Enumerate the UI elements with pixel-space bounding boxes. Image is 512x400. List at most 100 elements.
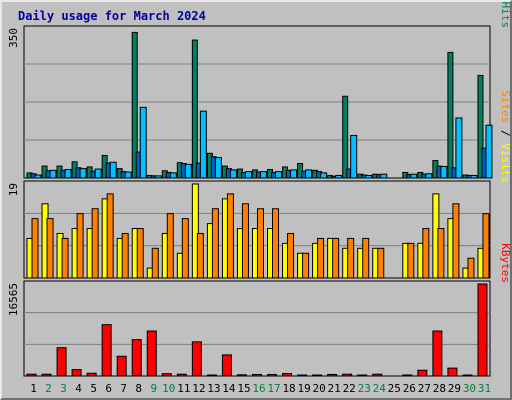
bar-pages-day-21	[335, 174, 343, 179]
bar-kbytes-day-31	[477, 283, 488, 377]
bar-kbytes-day-16	[251, 373, 262, 377]
bar-sites-day-24	[377, 247, 385, 279]
bar-sites-day-1	[31, 218, 39, 279]
bar-hits-day-12	[191, 39, 198, 179]
bar-pages-day-26	[410, 173, 418, 179]
bar-pages-day-23	[365, 174, 373, 179]
x-axis-labels: 1 2 3 4 5 6 7 8 9 10 11 12 13 14 15 16 17 18 19 20 21 22 23 24 2…	[30, 382, 491, 395]
panel-kbytes: 16565 KBytes	[7, 243, 512, 377]
bar-kbytes-day-24	[372, 373, 383, 377]
bar-kbytes-day-7	[116, 355, 127, 377]
x-tick-label: 16	[252, 382, 265, 395]
bar-pages-day-31	[485, 124, 493, 179]
legend-separator: /	[499, 0, 512, 2]
x-tick-label: 17	[267, 382, 280, 395]
bar-kbytes-day-14	[221, 354, 232, 377]
legend: Pages / Files / Hits	[499, 0, 512, 28]
x-tick-label: 13	[207, 382, 220, 395]
x-tick-label: 25	[388, 382, 401, 395]
bar-visits-day-12	[191, 183, 199, 279]
bar-pages-day-18	[290, 169, 298, 179]
x-tick-label: 5	[90, 382, 97, 395]
bar-sites-day-31	[482, 213, 490, 279]
bar-kbytes-day-29	[447, 367, 458, 377]
x-tick-label: 15	[237, 382, 250, 395]
legend: KBytes	[499, 243, 512, 283]
x-tick-label: 18	[282, 382, 295, 395]
x-tick-label: 4	[75, 382, 82, 395]
bar-sites-day-3	[61, 237, 69, 279]
bar-pages-day-5	[94, 168, 102, 179]
bar-hits-day-22	[342, 95, 349, 179]
chart-title: Daily usage for March 2024	[18, 9, 206, 23]
bar-kbytes-day-26	[402, 374, 413, 377]
legend-entry-sites: Sites	[499, 90, 512, 123]
bar-pages-day-20	[320, 172, 328, 179]
bar-kbytes-day-9	[146, 330, 157, 377]
legend-separator: /	[499, 123, 512, 143]
bar-pages-day-22	[350, 134, 358, 179]
bar-sites-day-10	[166, 213, 174, 279]
bar-sites-day-19	[302, 252, 310, 279]
bar-sites-day-5	[91, 208, 99, 279]
bar-pages-day-30	[470, 174, 478, 179]
bar-kbytes-day-11	[176, 373, 187, 377]
bar-pages-day-13	[214, 157, 222, 179]
bar-sites-day-15	[241, 203, 249, 279]
x-tick-label: 27	[418, 382, 431, 395]
bar-pages-day-6	[109, 161, 117, 179]
bar-pages-day-17	[275, 171, 283, 179]
bar-sites-day-8	[136, 228, 144, 279]
bar-pages-day-1	[34, 174, 42, 179]
y-max-label: 19	[7, 183, 20, 196]
bar-pages-day-19	[305, 169, 313, 179]
x-tick-label: 10	[162, 382, 175, 395]
x-tick-label: 7	[120, 382, 127, 395]
panel-visits-sites: 19 Sites / Visits	[7, 90, 512, 279]
x-tick-label: 14	[222, 382, 236, 395]
bar-sites-day-26	[407, 242, 415, 279]
x-tick-label: 30	[463, 382, 476, 395]
x-tick-label: 2	[45, 382, 52, 395]
bar-sites-day-28	[437, 228, 445, 279]
x-tick-label: 9	[150, 382, 157, 395]
bar-kbytes-day-3	[56, 347, 67, 377]
bar-kbytes-day-19	[297, 374, 308, 377]
bar-pages-day-14	[229, 169, 237, 179]
legend: Sites / Visits	[499, 90, 512, 183]
bar-pages-day-4	[79, 168, 87, 179]
bar-pages-day-27	[425, 173, 433, 179]
bar-hits-day-29	[447, 51, 454, 179]
x-tick-label: 1	[30, 382, 37, 395]
bar-hits-day-31	[477, 74, 484, 179]
x-tick-label: 12	[192, 382, 205, 395]
y-max-label: 16565	[7, 283, 20, 316]
x-tick-label: 21	[328, 382, 341, 395]
bar-kbytes-day-4	[71, 369, 82, 377]
bar-sites-day-21	[332, 237, 340, 279]
bar-kbytes-day-5	[86, 372, 97, 377]
bar-kbytes-day-18	[282, 373, 293, 377]
bar-sites-day-9	[151, 247, 159, 279]
bar-pages-day-12	[199, 110, 207, 179]
x-tick-label: 24	[373, 382, 387, 395]
bar-pages-day-29	[455, 117, 463, 179]
bar-pages-day-15	[244, 171, 252, 179]
bar-kbytes-day-30	[462, 374, 473, 377]
bar-sites-day-20	[317, 237, 325, 279]
bar-kbytes-day-12	[191, 341, 202, 377]
bar-kbytes-day-1	[26, 373, 37, 377]
bar-pages-day-11	[184, 163, 192, 179]
bar-kbytes-day-21	[327, 373, 338, 377]
bar-pages-day-24	[380, 173, 388, 179]
bar-pages-day-10	[169, 172, 177, 179]
bar-kbytes-day-10	[161, 373, 172, 377]
bar-kbytes-day-15	[236, 374, 247, 377]
bar-sites-day-11	[181, 218, 189, 279]
x-tick-label: 29	[448, 382, 461, 395]
x-tick-label: 19	[297, 382, 310, 395]
bar-kbytes-day-8	[131, 339, 142, 377]
bar-hits-day-8	[131, 31, 138, 179]
x-tick-label: 11	[177, 382, 190, 395]
